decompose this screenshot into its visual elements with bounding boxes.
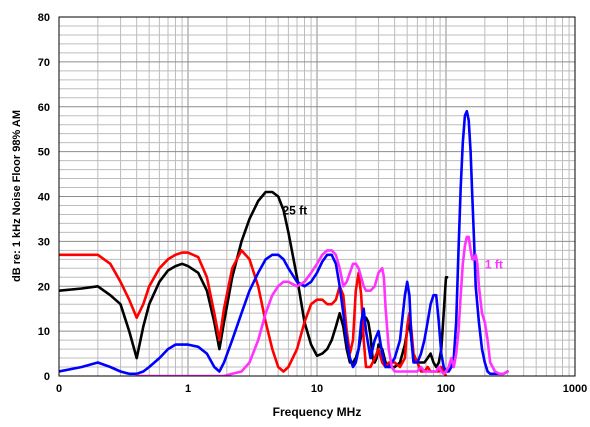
annotations: 25 ft 1 ft xyxy=(282,203,502,271)
plot-frame xyxy=(58,16,576,377)
y-tick-label: 20 xyxy=(38,281,50,293)
x-tick-label: 0 xyxy=(56,383,62,395)
y-tick-label: 40 xyxy=(38,192,50,204)
x-tick-label: 1000 xyxy=(563,383,587,395)
y-tick-label: 80 xyxy=(38,12,50,24)
annotation-label-1: 25 ft xyxy=(282,203,307,217)
grid xyxy=(59,17,575,376)
y-tick-label: 60 xyxy=(38,102,50,114)
y-tick-label: 30 xyxy=(38,236,50,248)
series-line-3 xyxy=(59,109,509,376)
y-tick-label: 50 xyxy=(38,147,50,159)
annotation-label-2: 1 ft xyxy=(485,257,503,271)
y-tick-label: 10 xyxy=(38,326,50,338)
x-axis-label: Frequency MHz xyxy=(273,405,362,419)
y-tick-label: 0 xyxy=(44,371,50,383)
y-axis-label: dB re: 1 kHz Noise Floor 98% AM xyxy=(11,110,23,282)
series-layer xyxy=(59,109,509,376)
x-tick-label: 10 xyxy=(311,383,323,395)
x-tick-label: 100 xyxy=(437,383,455,395)
series-line-4 xyxy=(135,235,509,376)
y-tick-label: 70 xyxy=(38,57,50,69)
x-tick-label: 1 xyxy=(185,383,191,395)
tick-labels: 0 1 10 100 1000 0 10 20 30 40 50 60 70 80 xyxy=(38,12,587,395)
